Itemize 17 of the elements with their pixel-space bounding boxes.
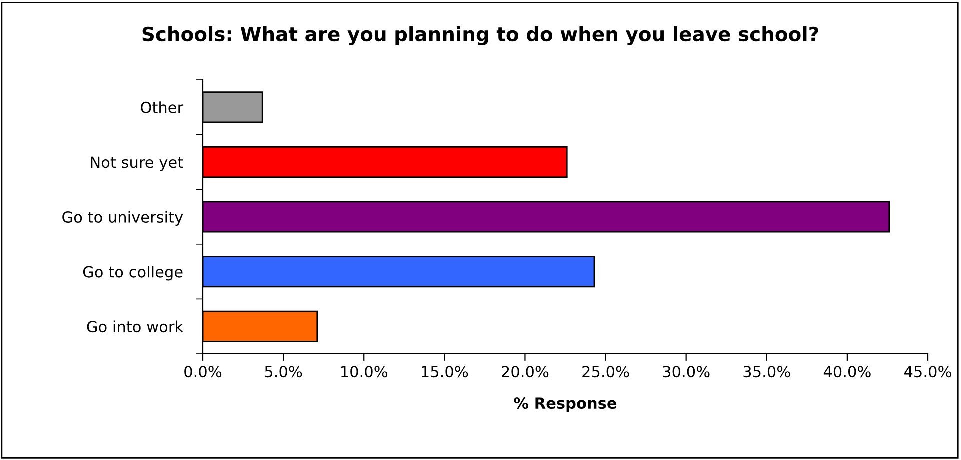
x-tick-label: 25.0%	[582, 366, 630, 378]
x-tick-label: 15.0%	[422, 366, 468, 378]
x-tick-label: 45.0%	[904, 366, 952, 378]
y-tick-label: Go to university	[62, 211, 184, 226]
x-tick-label: 35.0%	[744, 366, 790, 378]
x-tick-label: 30.0%	[663, 366, 710, 378]
x-axis-title: % Response	[514, 398, 617, 412]
y-tick-label: Go to college	[83, 266, 183, 281]
y-tick-label: Go into work	[87, 320, 184, 333]
x-tick-label: 0.0%	[184, 366, 222, 378]
x-tick-label: 40.0%	[824, 366, 871, 378]
x-tick-label: 20.0%	[502, 366, 549, 378]
x-tick-label: 10.0%	[342, 366, 388, 378]
y-tick-label: Other	[141, 102, 184, 114]
y-tick-label: Not sure yet	[91, 156, 184, 172]
chart-title: Schools: What are you planning to do when you leave school?	[142, 26, 818, 46]
x-tick-label: 5.0%	[265, 366, 302, 378]
